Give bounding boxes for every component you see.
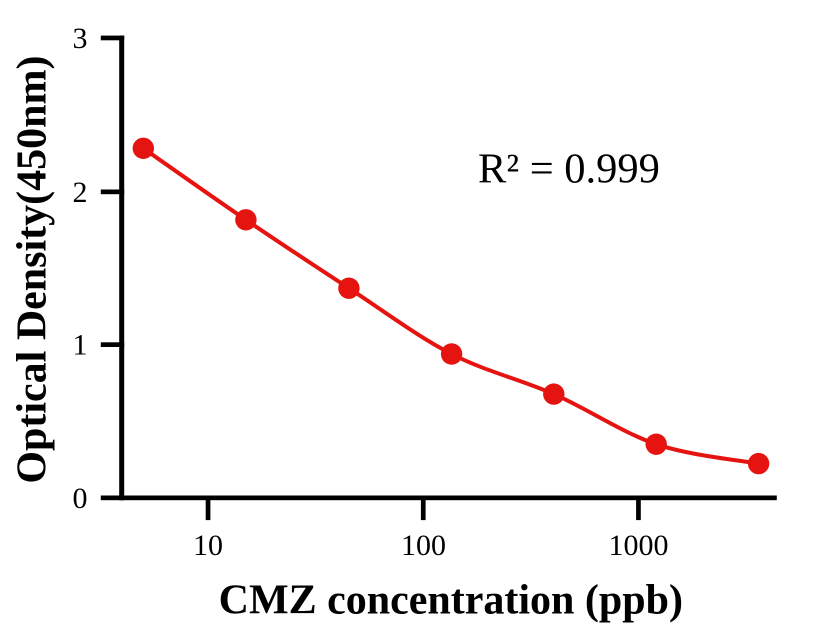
svg-text:1: 1	[73, 329, 88, 362]
svg-text:R² = 0.999: R² = 0.999	[478, 146, 660, 193]
svg-text:10: 10	[193, 529, 223, 562]
svg-text:100: 100	[401, 529, 446, 562]
svg-text:3: 3	[73, 22, 88, 55]
svg-text:0: 0	[73, 482, 88, 515]
svg-text:2: 2	[73, 176, 88, 209]
svg-text:1000: 1000	[609, 529, 669, 562]
svg-text:CMZ concentration (ppb): CMZ concentration (ppb)	[219, 578, 683, 624]
svg-text:Optical Density(450nm): Optical Density(450nm)	[10, 56, 56, 484]
